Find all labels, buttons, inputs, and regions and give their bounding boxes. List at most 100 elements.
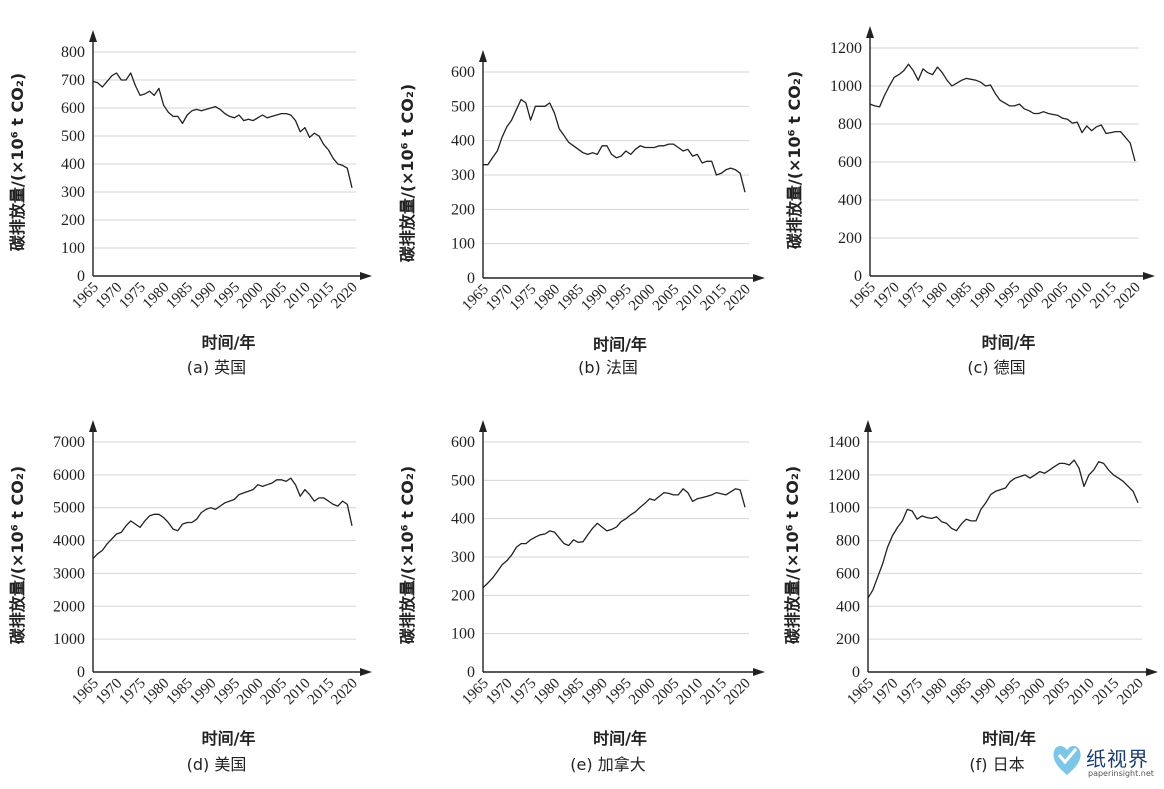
- y-tick-label: 600: [838, 154, 862, 171]
- panel-caption: (a) 英国: [187, 358, 246, 377]
- watermark-logo: 纸视界 paperinsight.net: [1050, 739, 1158, 785]
- y-tick-label: 3000: [53, 565, 85, 582]
- x-tick-label: 1990: [967, 676, 1000, 709]
- x-axis-arrow: [360, 668, 372, 676]
- y-tick-label: 800: [838, 116, 862, 133]
- y-tick-label: 400: [451, 511, 475, 528]
- series-line: [92, 72, 353, 188]
- series-line: [92, 477, 353, 560]
- y-tick-label: 7000: [53, 434, 85, 451]
- y-axis-title: 碳排放量/(×10⁶ t CO₂): [783, 466, 802, 644]
- y-tick-label: 700: [61, 72, 85, 89]
- y-tick-label: 100: [451, 626, 475, 643]
- y-axis-arrow: [864, 420, 872, 432]
- y-axis-arrow: [479, 50, 487, 62]
- y-tick-label: 400: [61, 156, 85, 173]
- panel-caption: (d) 美国: [187, 755, 247, 774]
- y-axis-title: 碳排放量/(×10⁶ t CO₂): [398, 466, 417, 644]
- x-tick-label: 2005: [1041, 676, 1074, 709]
- y-tick-label: 1200: [828, 467, 860, 484]
- watermark-subtext: paperinsight.net: [1088, 769, 1154, 778]
- y-tick-label: 500: [451, 98, 475, 115]
- y-tick-label: 600: [836, 565, 860, 582]
- y-axis-title: 碳排放量/(×10⁶ t CO₂): [398, 84, 417, 262]
- y-tick-label: 300: [451, 167, 475, 184]
- y-axis-arrow: [89, 420, 97, 432]
- y-tick-label: 1000: [828, 500, 860, 517]
- y-tick-label: 400: [836, 598, 860, 615]
- y-tick-label: 0: [852, 664, 860, 681]
- x-tick-label: 1980: [918, 676, 951, 709]
- y-tick-label: 1400: [828, 434, 860, 451]
- y-tick-label: 800: [836, 533, 860, 550]
- y-axis-title: 碳排放量/(×10⁶ t CO₂): [785, 71, 804, 249]
- y-tick-label: 600: [451, 434, 475, 451]
- x-axis-title: 时间/年: [982, 729, 1036, 748]
- series-line: [482, 488, 746, 589]
- y-tick-label: 1000: [53, 631, 85, 648]
- x-tick-label: 1970: [869, 676, 902, 709]
- x-tick-label: 1975: [893, 676, 926, 709]
- y-tick-label: 200: [836, 631, 860, 648]
- panel-caption: (e) 加拿大: [570, 755, 645, 774]
- y-tick-label: 500: [451, 472, 475, 489]
- x-tick-label: 1985: [942, 676, 975, 709]
- y-tick-label: 4000: [53, 533, 85, 550]
- y-tick-label: 400: [451, 133, 475, 150]
- x-axis-title: 时间/年: [202, 729, 256, 748]
- x-axis-title: 时间/年: [202, 333, 256, 352]
- y-tick-label: 400: [838, 192, 862, 209]
- y-tick-label: 100: [61, 240, 85, 257]
- y-tick-label: 0: [854, 268, 862, 285]
- x-axis-arrow: [753, 668, 765, 676]
- x-axis-title: 时间/年: [982, 333, 1036, 352]
- y-axis-arrow: [89, 30, 97, 42]
- y-tick-label: 500: [61, 128, 85, 145]
- y-tick-label: 2000: [53, 598, 85, 615]
- x-axis-arrow: [1146, 668, 1158, 676]
- watermark-heart-icon: [1053, 745, 1081, 775]
- y-axis-title: 碳排放量/(×10⁶ t CO₂): [8, 73, 27, 251]
- panel-caption: (f) 日本: [969, 755, 1024, 774]
- y-tick-label: 300: [61, 184, 85, 201]
- x-tick-label: 2010: [1065, 676, 1098, 709]
- watermark-text: 纸视界: [1086, 747, 1149, 771]
- series-line: [869, 63, 1136, 162]
- y-tick-label: 0: [467, 270, 475, 287]
- y-tick-label: 0: [467, 664, 475, 681]
- y-axis-arrow: [479, 420, 487, 432]
- y-tick-label: 200: [451, 587, 475, 604]
- y-axis-arrow: [866, 26, 874, 38]
- x-axis-title: 时间/年: [593, 729, 647, 748]
- y-tick-label: 800: [61, 44, 85, 61]
- panel-caption: (b) 法国: [578, 358, 638, 377]
- y-tick-label: 1000: [830, 78, 862, 95]
- x-axis-title: 时间/年: [593, 335, 647, 354]
- y-tick-label: 200: [61, 212, 85, 229]
- y-tick-label: 5000: [53, 500, 85, 517]
- y-tick-label: 200: [451, 201, 475, 218]
- x-tick-label: 2015: [1090, 676, 1123, 709]
- y-tick-label: 0: [77, 268, 85, 285]
- y-tick-label: 100: [451, 236, 475, 253]
- x-axis-arrow: [360, 272, 372, 280]
- series-line: [483, 98, 746, 193]
- y-tick-label: 0: [77, 664, 85, 681]
- x-tick-label: 2020: [1114, 676, 1147, 709]
- series-line: [867, 459, 1139, 599]
- y-tick-label: 1200: [830, 40, 862, 57]
- x-axis-arrow: [753, 274, 765, 282]
- y-tick-label: 600: [451, 64, 475, 81]
- y-tick-label: 6000: [53, 467, 85, 484]
- y-tick-label: 300: [451, 549, 475, 566]
- y-tick-label: 200: [838, 230, 862, 247]
- x-axis-arrow: [1143, 272, 1155, 280]
- x-tick-label: 1995: [992, 676, 1025, 709]
